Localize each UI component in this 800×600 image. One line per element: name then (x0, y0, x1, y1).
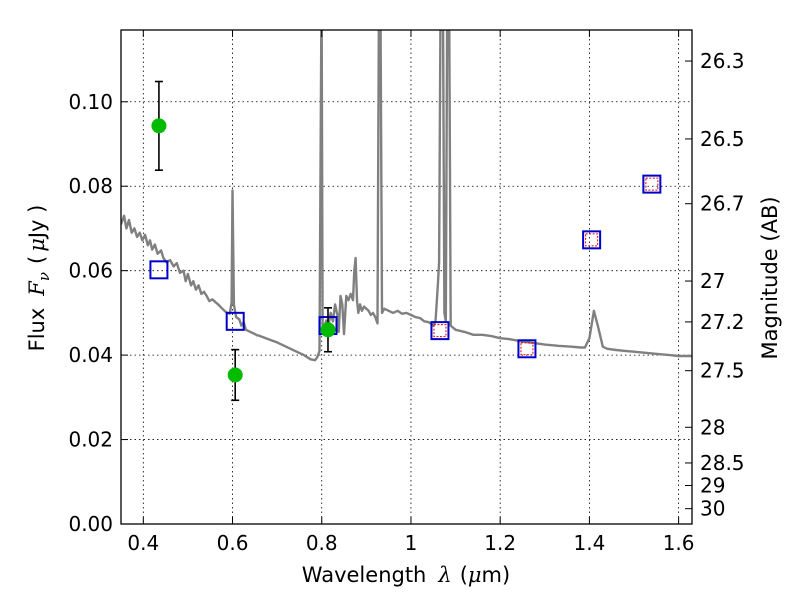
plot-frame (120, 29, 693, 525)
x-tick-label: 0.6 (217, 531, 249, 555)
y-axis-label: FluxFν(μJy ) (25, 205, 53, 352)
model-point-inner (433, 324, 447, 338)
y-tick-label: 0.02 (68, 428, 113, 452)
y-tick-label: 0.04 (68, 343, 113, 367)
model-point-inner (585, 233, 599, 247)
right-tick-label: 27.2 (700, 310, 745, 334)
x-tick-label: 1 (405, 531, 418, 555)
model-point (642, 174, 662, 194)
x-tick-label: 1.2 (484, 531, 516, 555)
x-axis-label: Wavelength λ (μm) (302, 563, 510, 587)
x-tick-label: 1.6 (663, 531, 695, 555)
right-tick-label: 28 (700, 415, 725, 439)
template-spectrum (121, 30, 692, 362)
observed-point (151, 118, 167, 134)
model-point (517, 339, 537, 359)
observed-point (320, 322, 336, 338)
right-tick-label: 30 (700, 497, 725, 521)
data-marks (149, 80, 662, 402)
model-point-inner (520, 342, 534, 356)
axis-ticks: 0.4 0.6 0.8 1 1.2 1.4 1.6 0.00 0.02 0.04 0.06 0.08 0… (68, 30, 745, 555)
right-tick-label: 26.3 (700, 49, 745, 73)
right-axis-label: Magnitude (AB) (758, 196, 782, 359)
y-tick-label: 0.08 (68, 174, 113, 198)
observed-point (227, 367, 243, 383)
right-tick-label: 28.5 (700, 451, 745, 475)
x-tick-label: 0.4 (127, 531, 159, 555)
model-point (582, 230, 602, 250)
model-point (149, 260, 169, 280)
model-point-inner (645, 177, 659, 191)
model-point (225, 311, 245, 331)
model-point (430, 321, 450, 341)
right-tick-label: 29 (700, 473, 725, 497)
y-tick-label: 0.10 (68, 90, 113, 114)
y-tick-label: 0.00 (68, 512, 113, 536)
y-tick-label: 0.06 (68, 259, 113, 283)
right-tick-label: 27.5 (700, 359, 745, 383)
right-tick-label: 27 (700, 269, 725, 293)
right-tick-label: 26.5 (700, 127, 745, 151)
grid-lines (121, 30, 692, 525)
template-spectrum-line (121, 30, 692, 362)
x-tick-label: 1.4 (573, 531, 605, 555)
x-tick-label: 0.8 (306, 531, 338, 555)
right-tick-label: 26.7 (700, 192, 745, 216)
